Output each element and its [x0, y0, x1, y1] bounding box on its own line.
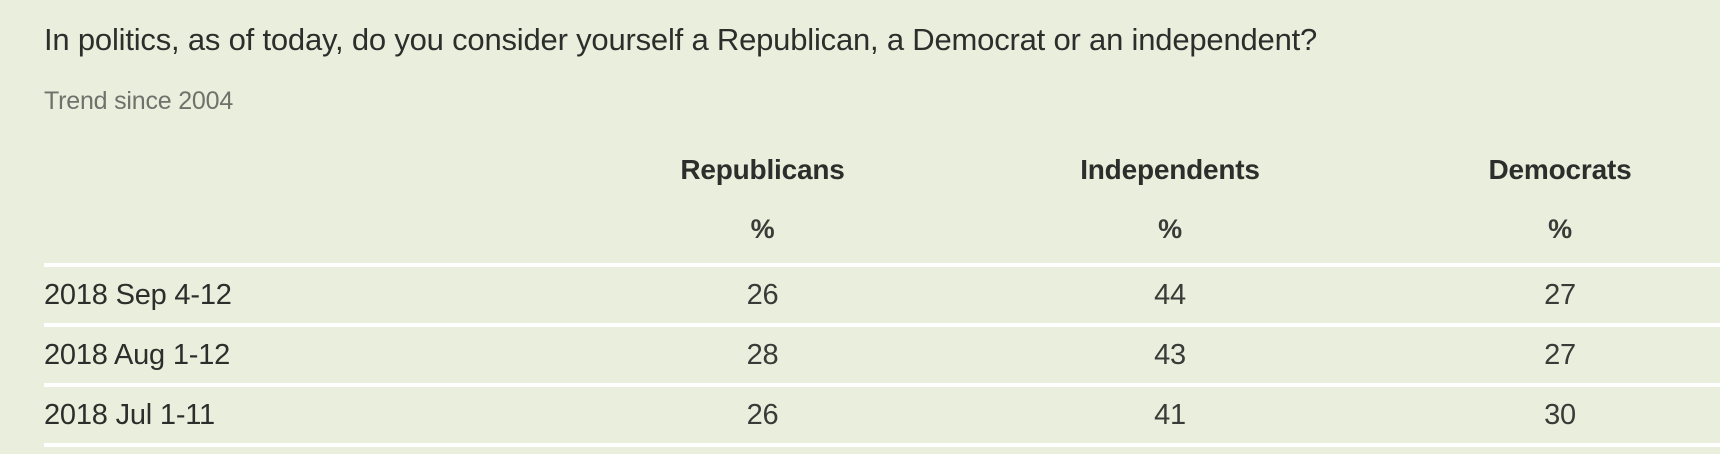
- column-header-row: Republicans Independents Democrats: [44, 144, 1720, 196]
- trend-table-container: Republicans Independents Democrats % % %…: [44, 144, 1720, 447]
- unit-spacer: [44, 196, 560, 265]
- column-header-republicans: Republicans: [680, 154, 845, 185]
- table-row: 2018 Sep 4-12 26 44 27: [44, 263, 1720, 325]
- row-label: 2018 Jul 1-11: [44, 383, 560, 447]
- unit-percent-republicans: %: [750, 214, 775, 244]
- unit-row: % % %: [44, 196, 1720, 265]
- row-label: 2018 Sep 4-12: [44, 263, 560, 325]
- cell-independents: 41: [965, 383, 1375, 447]
- cell-independents: 43: [965, 323, 1375, 385]
- trend-subtitle: Trend since 2004: [44, 87, 234, 115]
- cell-republicans: 26: [560, 263, 965, 325]
- unit-percent-democrats: %: [1548, 214, 1572, 244]
- unit-percent-independents: %: [1158, 214, 1182, 244]
- column-header-independents: Independents: [1080, 154, 1260, 185]
- column-header-democrats: Democrats: [1488, 154, 1632, 185]
- cell-democrats: 27: [1375, 323, 1720, 385]
- cell-republicans: 28: [560, 323, 965, 385]
- table-row: 2018 Aug 1-12 28 43 27: [44, 323, 1720, 385]
- cell-democrats: 27: [1375, 263, 1720, 325]
- table-row: 2018 Jul 1-11 26 41 30: [44, 383, 1720, 447]
- cell-republicans: 26: [560, 383, 965, 447]
- trend-table: Republicans Independents Democrats % % %…: [44, 144, 1720, 447]
- cell-independents: 44: [965, 263, 1375, 325]
- question-title: In politics, as of today, do you conside…: [44, 22, 1318, 57]
- cell-democrats: 30: [1375, 383, 1720, 447]
- header-spacer: [44, 144, 560, 196]
- row-label: 2018 Aug 1-12: [44, 323, 560, 385]
